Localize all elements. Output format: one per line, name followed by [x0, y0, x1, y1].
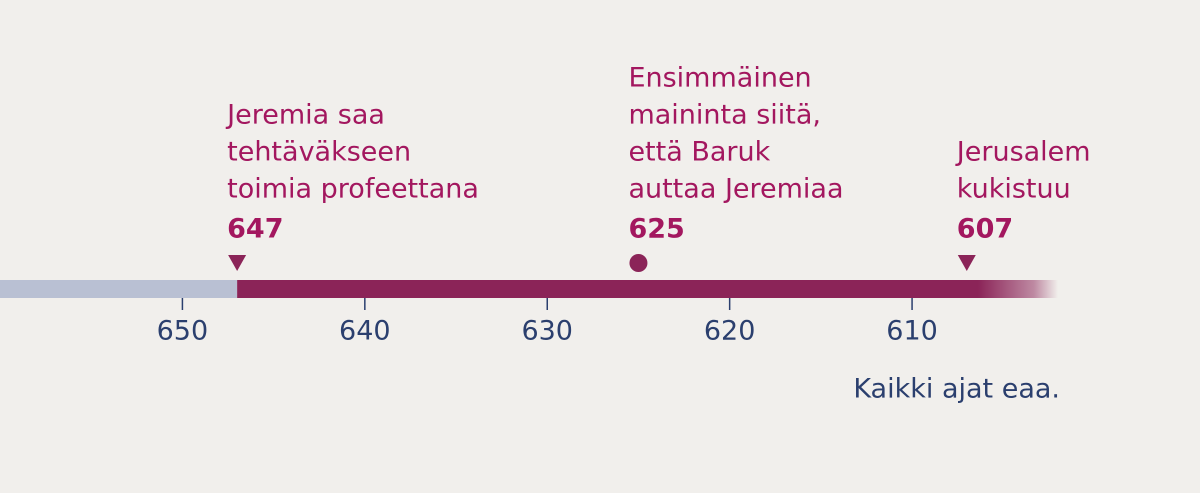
- event-label: tehtäväkseen: [227, 137, 411, 168]
- x-tick-label: 630: [521, 316, 573, 347]
- event-label: maininta siitä,: [628, 100, 821, 131]
- event-year: 647: [227, 214, 283, 245]
- x-tick-label: 650: [157, 316, 209, 347]
- event-label: auttaa Jeremiaa: [628, 174, 843, 205]
- event-marker: [228, 255, 247, 271]
- note: Kaikki ajat eaa.: [853, 374, 1060, 405]
- x-tick-label: 640: [339, 316, 391, 347]
- event-marker: [957, 255, 976, 271]
- event-year: 625: [628, 214, 684, 245]
- event-label: Jeremia saa: [225, 100, 385, 131]
- era-bar: [237, 280, 978, 298]
- event-marker: [629, 254, 648, 272]
- event-year: 607: [957, 214, 1013, 245]
- event-label: kukistuu: [957, 174, 1071, 205]
- event-label: että Baruk: [628, 137, 770, 168]
- event-label: Jerusalem: [955, 137, 1091, 168]
- era-bar-fade: [978, 280, 1058, 298]
- past-bar: [0, 280, 238, 298]
- event-label: toimia profeettana: [227, 174, 479, 205]
- x-tick-label: 610: [886, 316, 938, 347]
- x-tick-label: 620: [704, 316, 756, 347]
- event-label: Ensimmäinen: [628, 63, 811, 94]
